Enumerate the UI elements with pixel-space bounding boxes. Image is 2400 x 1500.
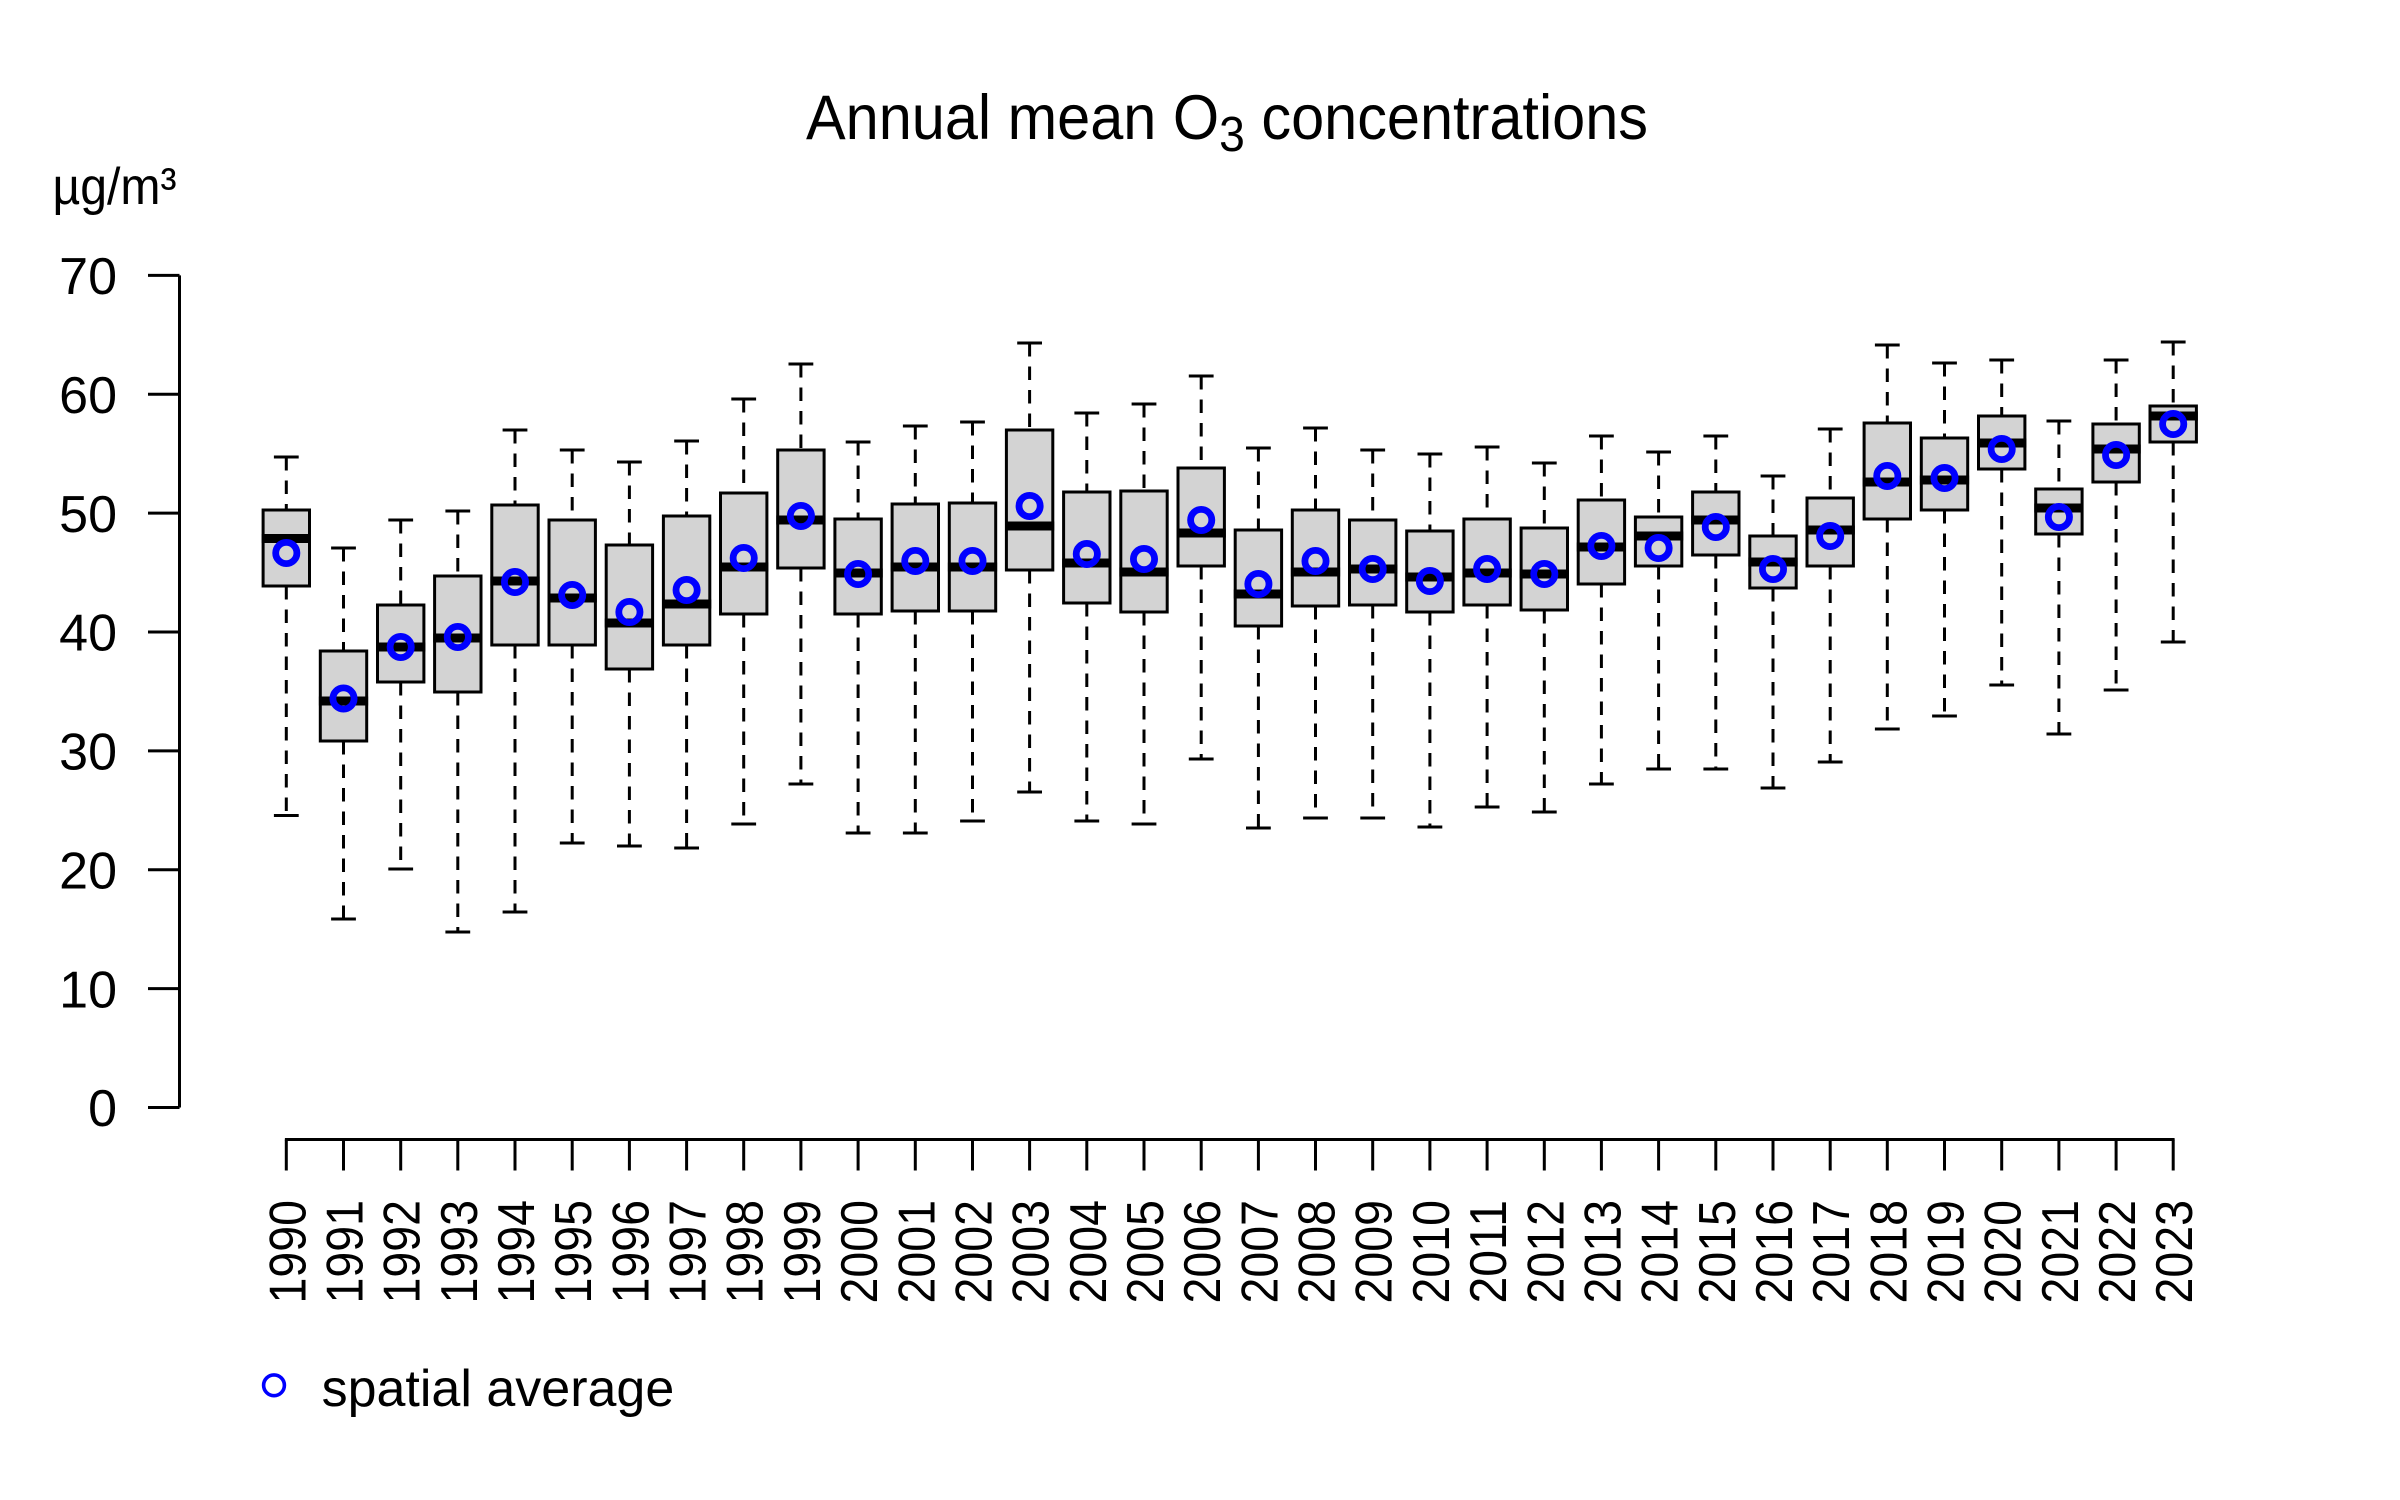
svg-text:2012: 2012	[1517, 1200, 1575, 1304]
svg-text:2001: 2001	[888, 1200, 946, 1304]
svg-text:2005: 2005	[1117, 1200, 1175, 1304]
svg-text:2013: 2013	[1574, 1200, 1632, 1304]
svg-text:2004: 2004	[1060, 1200, 1118, 1304]
svg-text:2019: 2019	[1918, 1200, 1976, 1304]
svg-text:1996: 1996	[602, 1200, 660, 1304]
svg-text:2011: 2011	[1460, 1200, 1518, 1304]
svg-text:10: 10	[59, 961, 117, 1019]
svg-text:2014: 2014	[1632, 1200, 1690, 1304]
svg-text:2002: 2002	[946, 1200, 1004, 1304]
svg-text:2021: 2021	[2032, 1200, 2090, 1304]
svg-text:50: 50	[59, 486, 117, 544]
svg-text:1998: 1998	[717, 1200, 775, 1304]
svg-text:1990: 1990	[259, 1200, 317, 1304]
svg-text:1993: 1993	[431, 1200, 489, 1304]
svg-text:spatial average: spatial average	[322, 1360, 675, 1418]
svg-text:2007: 2007	[1231, 1200, 1289, 1304]
svg-text:2008: 2008	[1289, 1200, 1347, 1304]
svg-text:30: 30	[59, 724, 117, 782]
svg-text:2017: 2017	[1803, 1200, 1861, 1304]
svg-text:2006: 2006	[1174, 1200, 1232, 1304]
svg-text:1997: 1997	[660, 1200, 718, 1304]
svg-text:0: 0	[88, 1080, 117, 1138]
svg-text:2010: 2010	[1403, 1200, 1461, 1304]
svg-text:2018: 2018	[1860, 1200, 1918, 1304]
svg-text:2023: 2023	[2146, 1200, 2204, 1304]
svg-text:40: 40	[59, 605, 117, 663]
svg-text:2009: 2009	[1346, 1200, 1404, 1304]
svg-text:2003: 2003	[1003, 1200, 1061, 1304]
svg-text:20: 20	[59, 843, 117, 901]
svg-text:1995: 1995	[545, 1200, 603, 1304]
svg-text:2000: 2000	[831, 1200, 889, 1304]
svg-text:1991: 1991	[317, 1200, 375, 1304]
svg-text:µg/m³: µg/m³	[53, 158, 177, 216]
svg-text:1992: 1992	[374, 1200, 432, 1304]
svg-text:70: 70	[59, 248, 117, 306]
svg-text:2015: 2015	[1689, 1200, 1747, 1304]
svg-text:60: 60	[59, 367, 117, 425]
svg-text:1999: 1999	[774, 1200, 832, 1304]
svg-text:1994: 1994	[488, 1200, 546, 1304]
svg-text:2022: 2022	[2089, 1200, 2147, 1304]
svg-text:2020: 2020	[1975, 1200, 2033, 1304]
svg-text:2016: 2016	[1746, 1200, 1804, 1304]
